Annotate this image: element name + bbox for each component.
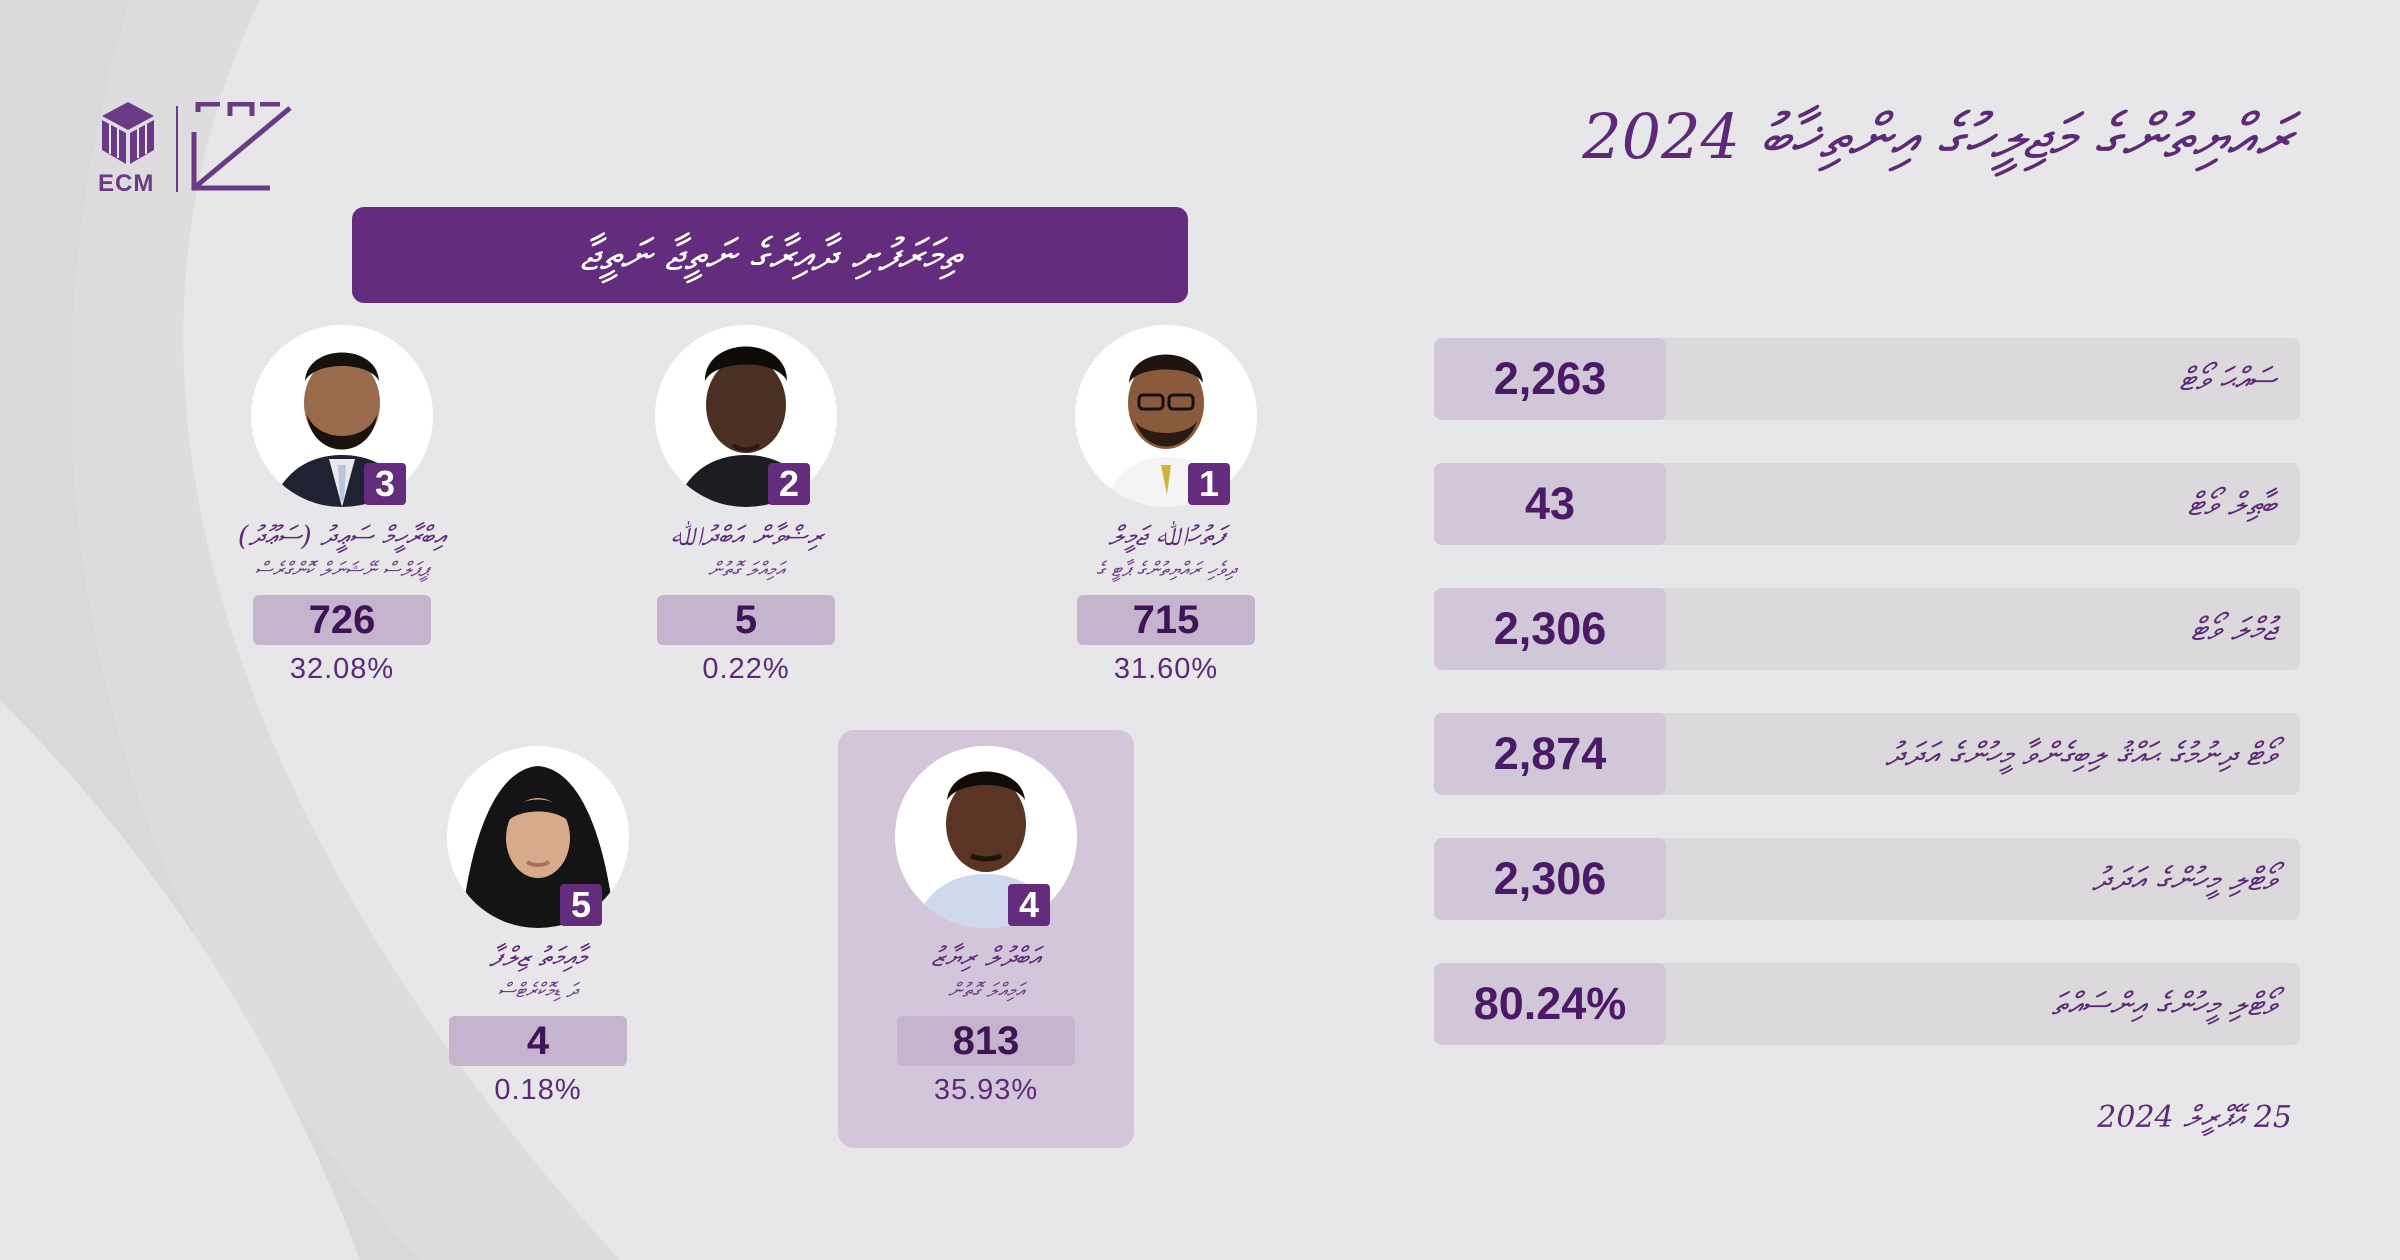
candidate-party: ދިވެހި ރައްޔިތުންގެ ޕާޓީ ގެ	[1096, 557, 1236, 581]
candidate-party: ދަ ޑިމޮކްރެޓްސް	[497, 978, 579, 1002]
candidate-name: އަބްދުލް ރިޔާޒު	[931, 942, 1041, 973]
candidate-number-badge: 3	[364, 463, 406, 505]
candidate-card-4: 4 އަބްދުލް ރިޔާޒު އަމިއްލަ ގޮތުން 813 35…	[866, 746, 1106, 1107]
logo-divider	[176, 106, 178, 192]
candidate-percent: 0.18%	[494, 1074, 582, 1106]
stat-value: 2,263	[1434, 338, 1666, 420]
stat-row-turnout: 80.24% ވޯޓްލި މީހުންގެ އިންސައްތަ	[1434, 963, 2300, 1045]
candidate-party: ޕީޕަލްސް ނޭޝަނަލް ކޮންގްރެސް	[254, 557, 430, 581]
stat-label: ވޯޓްލި މީހުންގެ އަދަދު	[2091, 860, 2276, 898]
stat-value: 2,306	[1434, 838, 1666, 920]
stat-value: 2,306	[1434, 588, 1666, 670]
stat-label: ޖުމްލަ ވޯޓް	[2190, 610, 2276, 648]
candidate-votes: 5	[657, 595, 835, 645]
candidate-name: މާއިމަތު ޒިލްފާ	[489, 942, 587, 973]
ballot-check-icon	[191, 102, 292, 191]
candidate-percent: 31.60%	[1113, 653, 1219, 685]
stat-label: ބާޠިލް ވޯޓް	[2187, 485, 2276, 523]
candidate-percent: 0.22%	[702, 653, 790, 685]
candidate-votes: 813	[897, 1016, 1075, 1066]
candidate-name: ރިޟްވާން އަބްދުﷲ	[669, 521, 823, 552]
stat-row-invalid-votes: 43 ބާޠިލް ވޯޓް	[1434, 463, 2300, 545]
stat-label: ވޯޓްލި މީހުންގެ އިންސައްތަ	[2051, 985, 2276, 1023]
ecm-text: ECM	[98, 170, 155, 197]
candidate-number-badge: 5	[560, 884, 602, 926]
stat-value: 2,874	[1434, 713, 1666, 795]
ecm-cube-icon	[102, 102, 154, 164]
candidate-percent: 32.08%	[289, 653, 395, 685]
stat-label: ސައްޙަ ވޯޓް	[2179, 360, 2276, 398]
candidate-card-5: 5 މާއިމަތު ޒިލްފާ ދަ ޑިމޮކްރެޓްސް 4 0.18…	[418, 746, 658, 1107]
candidate-votes: 726	[253, 595, 431, 645]
stat-label: ވޯޓް ދިނުމުގެ ޙައްޤު ލިބިގެންވާ މީހުންގެ…	[1885, 735, 2276, 773]
stat-row-voters: 2,306 ވޯޓްލި މީހުންގެ އަދަދު	[1434, 838, 2300, 920]
ecm-logo: ECM	[98, 100, 298, 200]
candidate-name: އިބްރާހީމް ސަޢީދު (ސަޢޫދު)	[237, 521, 447, 552]
candidate-photo	[655, 325, 837, 507]
stat-value: 80.24%	[1434, 963, 1666, 1045]
candidate-number-badge: 2	[768, 463, 810, 505]
candidate-card-1: 1 ފަތުހުﷲ ޖަމީލް ދިވެހި ރައްޔިތުންގެ ޕާޓ…	[1046, 325, 1286, 686]
candidate-number-badge: 1	[1188, 463, 1230, 505]
candidate-party: އަމިއްލަ ގޮތުން	[947, 978, 1025, 1002]
constituency-header: ތިމަރަފުށި ދާއިރާގެ ނަތީޖާ ނަތީޖާ	[352, 207, 1188, 303]
stat-row-valid-votes: 2,263 ސައްޙަ ވޯޓް	[1434, 338, 2300, 420]
stat-row-total-votes: 2,306 ޖުމްލަ ވޯޓް	[1434, 588, 2300, 670]
candidate-percent: 35.93%	[933, 1074, 1039, 1106]
candidate-votes: 715	[1077, 595, 1255, 645]
candidate-votes: 4	[449, 1016, 627, 1066]
page-title: ރައްޔިތުންގެ މަޖިލީހުގެ އިންތިޚާބު 2024	[1582, 100, 2292, 173]
candidate-card-2: 2 ރިޟްވާން އަބްދުﷲ އަމިއްލަ ގޮތުން 5 0.2…	[626, 325, 866, 686]
candidate-name: ފަތުހުﷲ ޖަމީލް	[1108, 521, 1224, 552]
candidate-party: އަމިއްލަ ގޮތުން	[707, 557, 785, 581]
stat-row-eligible-voters: 2,874 ވޯޓް ދިނުމުގެ ޙައްޤު ލިބިގެންވާ މީ…	[1434, 713, 2300, 795]
candidate-number-badge: 4	[1008, 884, 1050, 926]
candidate-card-3: 3 އިބްރާހީމް ސަޢީދު (ސަޢޫދު) ޕީޕަލްސް ނޭ…	[222, 325, 462, 686]
stat-value: 43	[1434, 463, 1666, 545]
date-text: 25 އޭޕްރީލް 2024	[2097, 1100, 2292, 1135]
